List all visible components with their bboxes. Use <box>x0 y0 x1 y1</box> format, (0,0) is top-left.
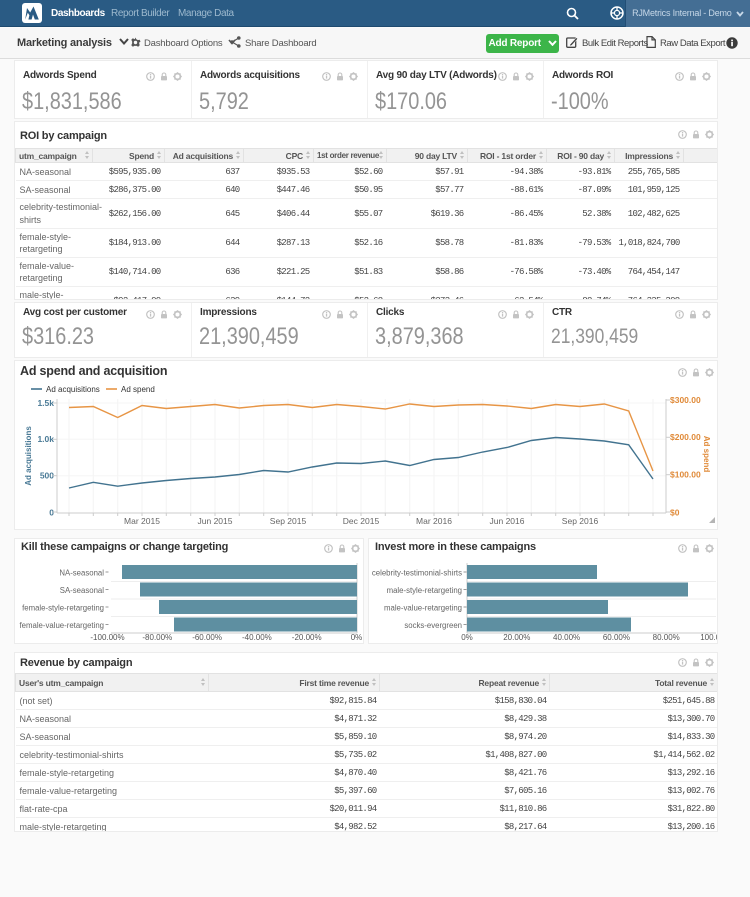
svg-text:SA-seasonal: SA-seasonal <box>60 586 104 595</box>
svg-text:$300.00: $300.00 <box>670 395 701 405</box>
svg-text:0%: 0% <box>461 633 473 642</box>
svg-text:-40.00%: -40.00% <box>242 633 272 642</box>
svg-text:60.00%: 60.00% <box>603 633 630 642</box>
svg-text:1.5k: 1.5k <box>37 398 54 408</box>
svg-text:Ad spend: Ad spend <box>121 385 155 394</box>
svg-text:female-style-retargeting: female-style-retargeting <box>22 604 104 613</box>
svg-text:Mar 2015: Mar 2015 <box>124 516 160 526</box>
svg-text:1.0k: 1.0k <box>37 434 54 444</box>
svg-text:Dec 2015: Dec 2015 <box>343 516 380 526</box>
svg-text:Ad acquisitions: Ad acquisitions <box>24 426 33 486</box>
svg-text:celebrity-testimonial-shirts: celebrity-testimonial-shirts <box>372 569 462 578</box>
svg-text:Ad spend: Ad spend <box>702 436 711 473</box>
svg-text:female-value-retargeting: female-value-retargeting <box>19 621 104 630</box>
svg-text:Jun 2015: Jun 2015 <box>198 516 233 526</box>
svg-text:Sep 2015: Sep 2015 <box>270 516 307 526</box>
svg-text:40.00%: 40.00% <box>553 633 580 642</box>
svg-text:Sep 2016: Sep 2016 <box>562 516 599 526</box>
svg-text:0%: 0% <box>351 633 363 642</box>
svg-text:-80.00%: -80.00% <box>142 633 172 642</box>
svg-text:-20.00%: -20.00% <box>292 633 322 642</box>
svg-text:socks-evergreen: socks-evergreen <box>404 621 462 630</box>
svg-text:20.00%: 20.00% <box>503 633 530 642</box>
svg-text:male-style-retargeting: male-style-retargeting <box>387 586 462 595</box>
svg-text:$0: $0 <box>670 508 680 518</box>
svg-text:-100.00%: -100.00% <box>90 633 124 642</box>
svg-text:$100.00: $100.00 <box>670 470 701 480</box>
svg-text:500: 500 <box>40 471 54 481</box>
svg-text:Mar 2016: Mar 2016 <box>416 516 452 526</box>
svg-text:Jun 2016: Jun 2016 <box>490 516 525 526</box>
svg-text:male-value-retargeting: male-value-retargeting <box>384 604 462 613</box>
svg-text:-60.00%: -60.00% <box>192 633 222 642</box>
svg-text:$200.00: $200.00 <box>670 432 701 442</box>
svg-text:0: 0 <box>49 508 54 518</box>
svg-text:Ad acquisitions: Ad acquisitions <box>46 385 100 394</box>
svg-text:80.00%: 80.00% <box>653 633 680 642</box>
svg-text:NA-seasonal: NA-seasonal <box>59 569 104 578</box>
svg-text:100.00%: 100.00% <box>700 633 717 642</box>
